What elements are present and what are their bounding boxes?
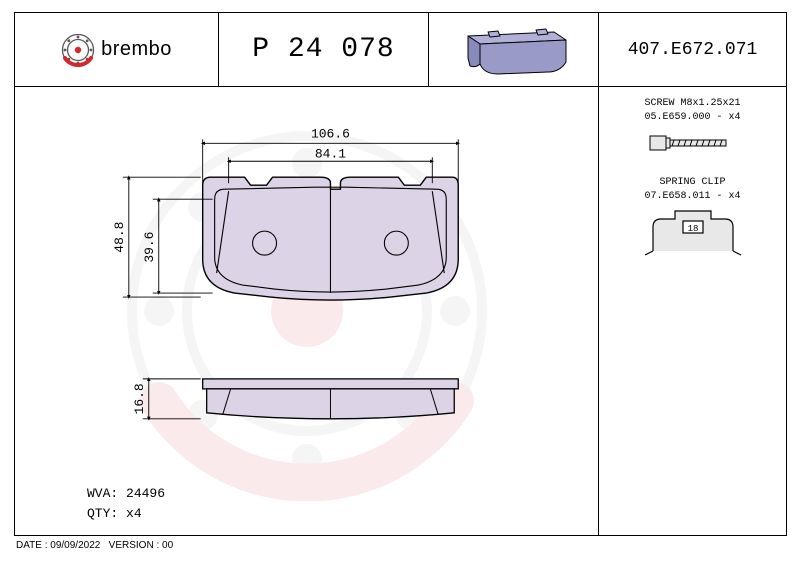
date-value: 09/09/2022 — [50, 540, 100, 551]
main-drawing-area: 106.6 84.1 48.8 39.6 16.8 WVA: 24496 QTY… — [15, 87, 598, 535]
screw-icon — [638, 128, 748, 158]
drawing-code-cell: 407.E672.071 — [599, 13, 786, 86]
screw-title: SCREW M8x1.25x21 — [599, 97, 786, 111]
technical-drawing: 106.6 84.1 48.8 39.6 16.8 — [15, 87, 598, 535]
spring-clip-icon: 18 — [633, 207, 753, 263]
pad-side-view — [203, 379, 459, 419]
header: brembo P 24 078 407. — [15, 13, 786, 87]
accessory-spring-clip: SPRING CLIP 07.E658.011 - x4 18 — [599, 176, 786, 263]
meta-line: DATE : 09/09/2022 VERSION : 00 — [16, 540, 173, 551]
dim-thickness: 16.8 — [132, 383, 147, 414]
version-value: 00 — [162, 540, 173, 551]
logo-cell: brembo — [15, 13, 219, 86]
spring-clip-label: 18 — [687, 224, 698, 234]
screw-code: 05.E659.000 - x4 — [599, 111, 786, 125]
spring-clip-title: SPRING CLIP — [599, 176, 786, 190]
pad-front-view — [203, 177, 459, 300]
date-label: DATE : — [16, 540, 47, 551]
qty-value: x4 — [126, 506, 142, 521]
brand-name: brembo — [101, 38, 172, 61]
dim-height-inner: 39.6 — [142, 232, 157, 263]
part-number: P 24 078 — [252, 34, 394, 65]
qty-label: QTY: — [87, 506, 118, 521]
drawing-code: 407.E672.071 — [628, 40, 758, 60]
pad-isometric-icon — [454, 22, 574, 78]
accessory-sidebar: SCREW M8x1.25x21 05.E659.000 - x4 SPRING… — [598, 87, 786, 535]
part-number-cell: P 24 078 — [219, 13, 429, 86]
dim-width-outer: 106.6 — [311, 126, 350, 141]
wva-label: WVA: — [87, 486, 118, 501]
spring-clip-code: 07.E658.011 - x4 — [599, 190, 786, 204]
isometric-cell — [429, 13, 599, 86]
version-label: VERSION : — [109, 540, 160, 551]
wva-value: 24496 — [126, 486, 165, 501]
footer-info: WVA: 24496 QTY: x4 — [87, 484, 165, 523]
dim-height-outer: 48.8 — [112, 222, 127, 253]
dim-width-inner: 84.1 — [315, 146, 346, 161]
brembo-logo-icon — [61, 33, 95, 67]
accessory-screw: SCREW M8x1.25x21 05.E659.000 - x4 — [599, 97, 786, 158]
